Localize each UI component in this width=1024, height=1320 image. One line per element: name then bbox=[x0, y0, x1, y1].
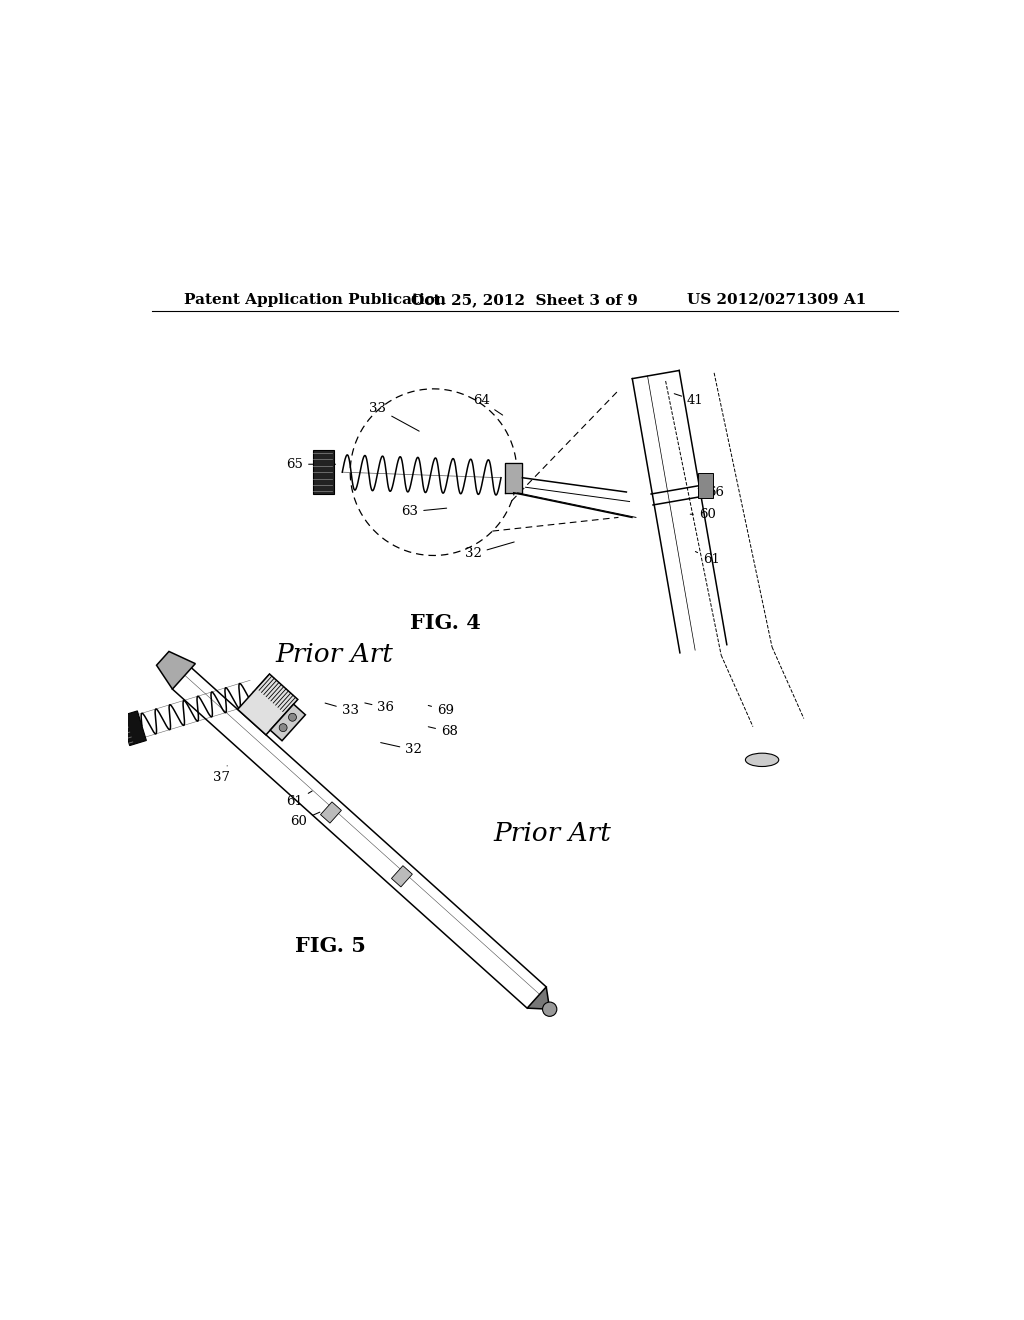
Circle shape bbox=[280, 723, 287, 731]
Polygon shape bbox=[313, 450, 334, 495]
Text: 61: 61 bbox=[695, 552, 720, 566]
Polygon shape bbox=[238, 675, 298, 735]
Polygon shape bbox=[391, 866, 413, 887]
Text: 60: 60 bbox=[290, 812, 319, 828]
Polygon shape bbox=[698, 473, 713, 499]
Ellipse shape bbox=[745, 754, 779, 767]
Text: 32: 32 bbox=[381, 743, 422, 756]
Text: Prior Art: Prior Art bbox=[494, 821, 611, 846]
Ellipse shape bbox=[543, 1002, 557, 1016]
Polygon shape bbox=[157, 652, 196, 689]
Text: US 2012/0271309 A1: US 2012/0271309 A1 bbox=[687, 293, 866, 308]
Text: Oct. 25, 2012  Sheet 3 of 9: Oct. 25, 2012 Sheet 3 of 9 bbox=[412, 293, 638, 308]
Text: FIG. 5: FIG. 5 bbox=[295, 936, 366, 956]
Polygon shape bbox=[505, 462, 522, 492]
Text: 61: 61 bbox=[287, 791, 312, 808]
Circle shape bbox=[289, 713, 296, 721]
Polygon shape bbox=[527, 987, 550, 1010]
Text: 41: 41 bbox=[674, 393, 703, 408]
Text: 68: 68 bbox=[428, 725, 458, 738]
Text: 65: 65 bbox=[287, 458, 336, 471]
Text: 37: 37 bbox=[213, 766, 230, 784]
Text: 66: 66 bbox=[698, 486, 724, 499]
Text: Patent Application Publication: Patent Application Publication bbox=[183, 293, 445, 308]
Text: 69: 69 bbox=[428, 704, 454, 717]
Text: 32: 32 bbox=[465, 543, 514, 561]
Text: FIG. 4: FIG. 4 bbox=[410, 612, 481, 634]
Text: 63: 63 bbox=[401, 506, 446, 519]
Polygon shape bbox=[270, 704, 305, 741]
Text: 64: 64 bbox=[473, 395, 503, 414]
Polygon shape bbox=[121, 711, 146, 746]
Text: Prior Art: Prior Art bbox=[275, 643, 393, 667]
Polygon shape bbox=[321, 801, 341, 824]
Text: 33: 33 bbox=[325, 704, 358, 717]
Text: 33: 33 bbox=[370, 403, 419, 432]
Text: 60: 60 bbox=[690, 508, 716, 520]
Text: 36: 36 bbox=[365, 701, 394, 714]
